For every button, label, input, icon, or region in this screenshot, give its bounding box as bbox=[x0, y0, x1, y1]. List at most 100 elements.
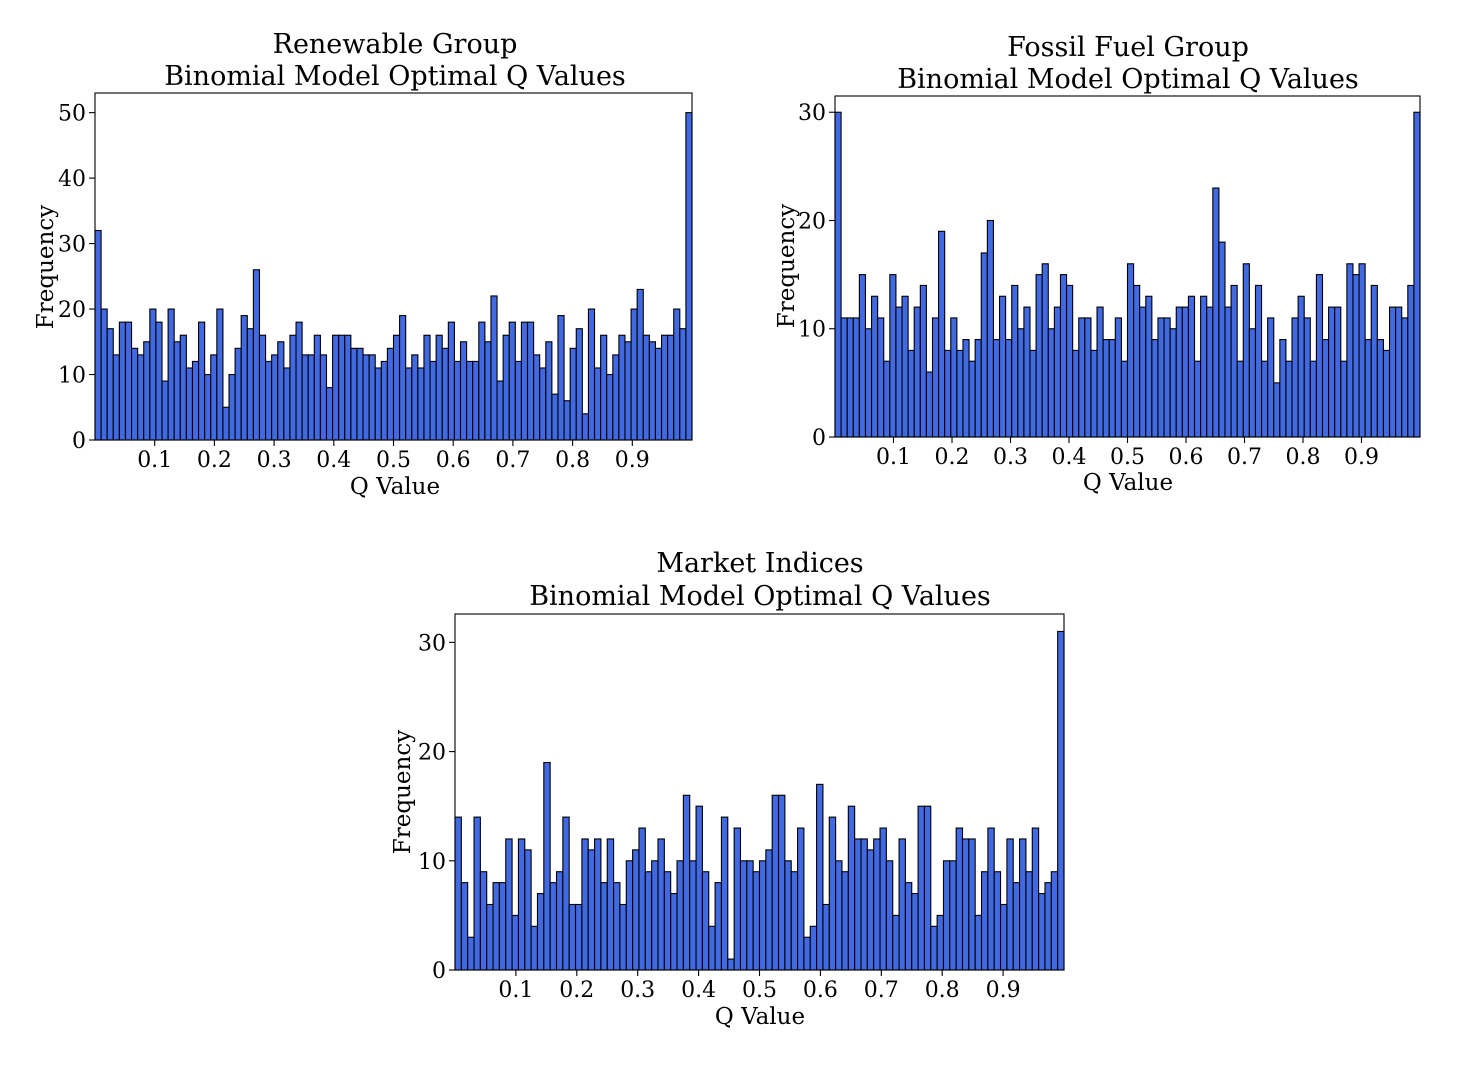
histogram-bar bbox=[486, 903, 494, 971]
histogram-bar bbox=[356, 347, 364, 441]
histogram-bar bbox=[1005, 339, 1013, 438]
histogram-bar bbox=[889, 274, 897, 438]
histogram-bar bbox=[562, 816, 570, 971]
histogram-bar bbox=[1267, 317, 1275, 438]
y-tick-label: 0 bbox=[812, 426, 826, 451]
histogram-bar bbox=[961, 838, 970, 971]
histogram-bar bbox=[987, 827, 995, 971]
histogram-bar bbox=[265, 360, 273, 441]
histogram-bar bbox=[1303, 317, 1311, 438]
histogram-bar bbox=[956, 349, 964, 438]
histogram-bar bbox=[944, 349, 952, 438]
histogram-bar bbox=[968, 838, 976, 971]
histogram-bar bbox=[332, 334, 340, 441]
x-tick-label: 0.6 bbox=[436, 448, 471, 473]
x-tick-label: 0.1 bbox=[137, 448, 172, 473]
histogram-bar bbox=[854, 838, 862, 971]
x-tick-label: 0.7 bbox=[1227, 445, 1262, 470]
histogram-bar bbox=[520, 321, 529, 441]
histogram-bar bbox=[399, 315, 407, 441]
x-axis-label: Q Value bbox=[1083, 470, 1173, 496]
x-tick-label: 0.3 bbox=[257, 448, 292, 473]
histogram-bar bbox=[167, 308, 175, 441]
histogram-bar bbox=[1035, 274, 1043, 438]
histogram-bar bbox=[441, 347, 449, 441]
histogram-bar bbox=[600, 882, 608, 971]
histogram-bar bbox=[612, 354, 620, 441]
histogram-bar bbox=[429, 360, 437, 441]
histogram-bar bbox=[1011, 284, 1019, 438]
histogram-bar bbox=[228, 373, 236, 441]
x-tick-label: 0.3 bbox=[993, 445, 1028, 470]
histogram-bar bbox=[1193, 360, 1202, 438]
histogram-bar bbox=[1057, 630, 1065, 971]
histogram-bar bbox=[484, 341, 492, 441]
histogram-bar bbox=[1224, 306, 1232, 438]
histogram-bar bbox=[118, 321, 127, 441]
histogram-bar bbox=[1401, 317, 1409, 438]
histogram-bar bbox=[720, 816, 729, 971]
x-tick-label: 0.5 bbox=[742, 978, 777, 1003]
histogram-bar bbox=[860, 838, 868, 971]
histogram-bar bbox=[526, 321, 535, 441]
histogram-bar bbox=[771, 794, 780, 971]
histogram-bar bbox=[797, 827, 805, 971]
chart-title-line-2: Binomial Model Optimal Q Values bbox=[164, 61, 626, 92]
bars bbox=[94, 112, 693, 441]
histogram-bar bbox=[368, 354, 376, 441]
y-tick-label: 0 bbox=[72, 429, 86, 454]
histogram-bar bbox=[502, 334, 510, 441]
y-tick-label: 30 bbox=[798, 101, 826, 126]
histogram-bar bbox=[137, 354, 145, 441]
histogram-bar bbox=[708, 925, 716, 971]
histogram-bar bbox=[536, 893, 545, 971]
histogram-bar bbox=[295, 321, 303, 441]
histogram-bar bbox=[466, 360, 474, 441]
histogram-bar bbox=[1248, 328, 1257, 438]
histogram-bar bbox=[618, 334, 626, 441]
axis-ticks: 0.1 0.2 0.3 0.4 0.5 0.6 0.7 0.8 0.9 0 10 20 30 bbox=[418, 631, 1021, 1003]
histogram-bar bbox=[374, 367, 382, 441]
histogram-bar bbox=[660, 334, 669, 441]
histogram-bar bbox=[530, 925, 539, 971]
histogram-bar bbox=[858, 274, 867, 438]
histogram-bar bbox=[581, 413, 589, 441]
histogram-bar bbox=[682, 794, 691, 971]
histogram-bar bbox=[1328, 306, 1336, 438]
plot-frame bbox=[834, 95, 1421, 438]
histogram-bar bbox=[1395, 306, 1403, 438]
histogram-bar bbox=[557, 315, 565, 441]
histogram-bar bbox=[149, 308, 157, 441]
histogram-bar bbox=[879, 827, 887, 971]
histogram-bar bbox=[100, 308, 108, 441]
histogram-bar bbox=[524, 849, 532, 971]
histogram-bar bbox=[496, 380, 504, 441]
histogram-bar bbox=[673, 308, 681, 441]
histogram-bar bbox=[746, 860, 754, 971]
x-axis-label: Q Value bbox=[715, 1004, 805, 1030]
histogram-bar bbox=[234, 347, 242, 441]
histogram-bar bbox=[289, 334, 297, 441]
x-tick-label: 0.1 bbox=[876, 445, 911, 470]
x-tick-label: 0.9 bbox=[1344, 445, 1379, 470]
histogram-bar bbox=[1096, 306, 1104, 438]
histogram-bar bbox=[606, 373, 614, 441]
x-tick-label: 0.8 bbox=[925, 978, 960, 1003]
histogram-bar bbox=[949, 860, 957, 971]
histogram-bar bbox=[517, 838, 526, 971]
histogram-bar bbox=[1376, 339, 1384, 438]
histogram-bar bbox=[423, 334, 431, 441]
histogram-bar bbox=[871, 295, 879, 438]
chart-fossil-fuel-group: Fossil Fuel Group Binomial Model Optimal… bbox=[774, 32, 1421, 496]
histogram-bar bbox=[555, 871, 564, 971]
histogram-bar bbox=[1133, 284, 1141, 438]
histogram-bar bbox=[919, 284, 927, 438]
histogram-bar bbox=[1352, 274, 1360, 438]
histogram-bar bbox=[161, 380, 169, 441]
histogram-bar bbox=[733, 827, 742, 971]
histogram-bar bbox=[1358, 263, 1366, 438]
histogram-bar bbox=[667, 334, 675, 441]
histogram-bar bbox=[917, 805, 925, 971]
histogram-bar bbox=[648, 341, 656, 441]
